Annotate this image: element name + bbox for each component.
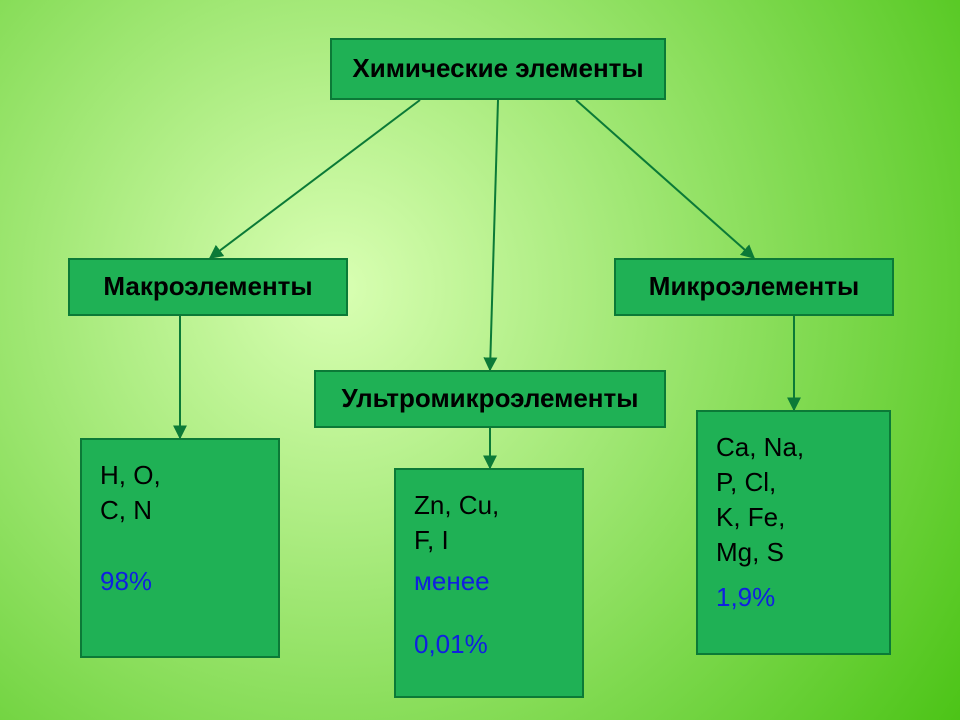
- node-microelements: Микроэлементы: [614, 258, 894, 316]
- node-micro-label: Микроэлементы: [649, 269, 859, 304]
- node-ultra-details: Zn, Cu, F, I менее 0,01%: [394, 468, 584, 698]
- node-root-label: Химические элементы: [352, 51, 643, 86]
- ultra-percent-label: менее: [414, 564, 490, 599]
- ultra-percent: 0,01%: [414, 627, 488, 662]
- node-macro-label: Макроэлементы: [103, 269, 312, 304]
- macro-percent: 98%: [100, 564, 152, 599]
- micro-percent: 1,9%: [716, 580, 775, 615]
- macro-elements-list: H, O, C, N: [100, 458, 161, 528]
- node-micro-details: Ca, Na, P, Cl, K, Fe, Mg, S 1,9%: [696, 410, 891, 655]
- node-ultramicroelements: Ультромикроэлементы: [314, 370, 666, 428]
- ultra-elements-list: Zn, Cu, F, I: [414, 488, 499, 558]
- diagram-stage: Химические элементы Макроэлементы Микроэ…: [0, 0, 960, 720]
- node-root: Химические элементы: [330, 38, 666, 100]
- node-macro-details: H, O, C, N 98%: [80, 438, 280, 658]
- node-ultra-label: Ультромикроэлементы: [342, 381, 639, 416]
- micro-elements-list: Ca, Na, P, Cl, K, Fe, Mg, S: [716, 430, 804, 570]
- node-macroelements: Макроэлементы: [68, 258, 348, 316]
